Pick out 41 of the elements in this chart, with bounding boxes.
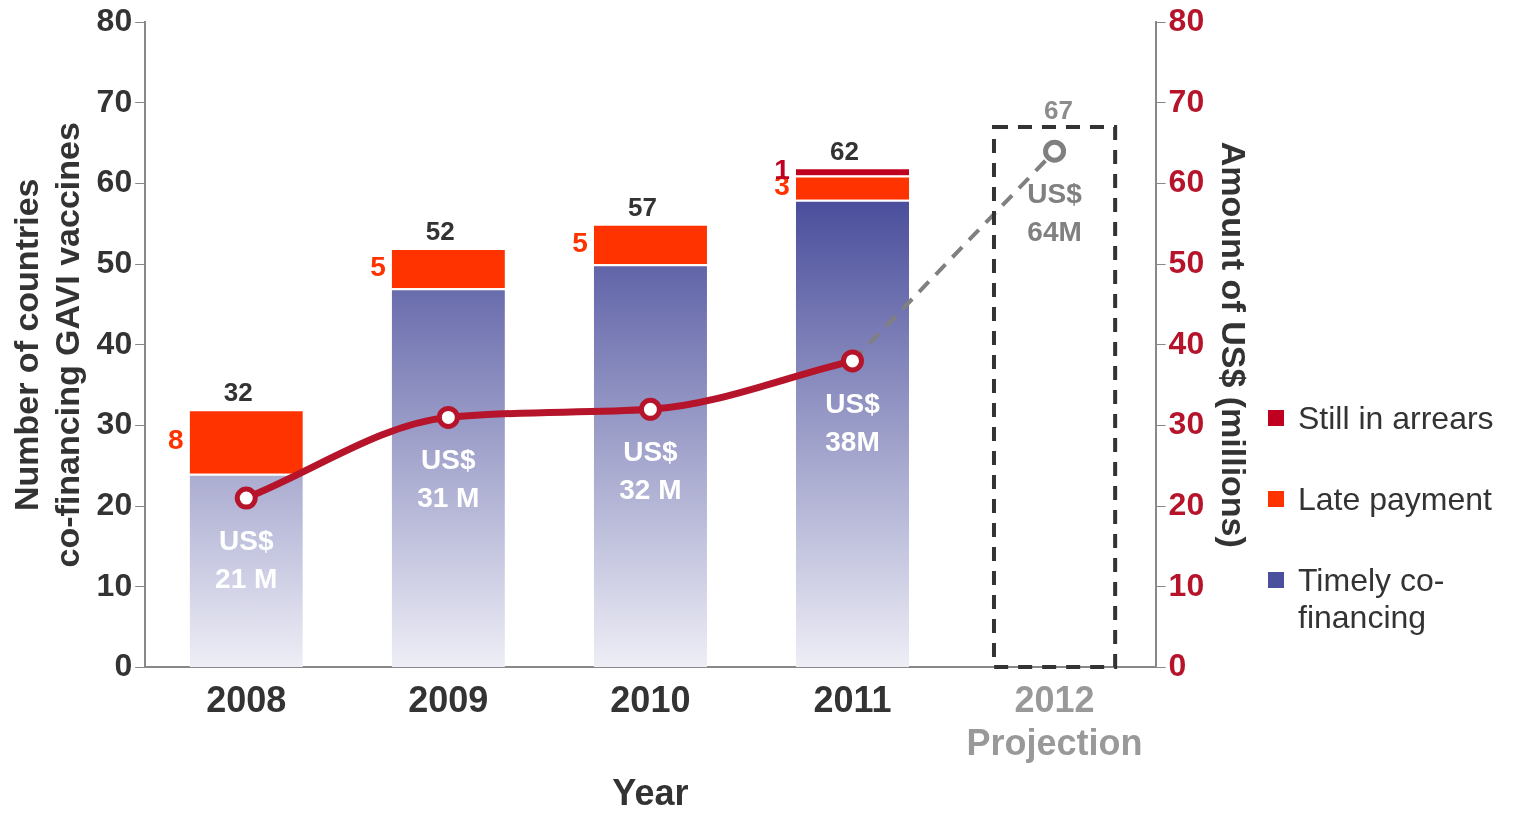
y-tick-label: 20 (96, 485, 133, 522)
x-tick-label: 2012 Projection (966, 678, 1143, 764)
total-label: 57 (627, 192, 657, 222)
data-label: 5 (370, 250, 386, 282)
y2-tick-label: 80 (1168, 2, 1205, 39)
total-label: 32 (223, 377, 253, 408)
y-tick-label: 10 (96, 566, 133, 603)
total-label: 62 (830, 135, 859, 166)
legend-label: Still in arrears (1298, 400, 1494, 437)
y-tick-label: 60 (96, 163, 133, 200)
data-label: US$ 38M (825, 387, 881, 457)
y-axis-title: Number of countries co-financing GAVI vaccines (6, 122, 86, 568)
data-label: 5 (572, 226, 588, 258)
x-tick-label: 2010 (610, 678, 691, 720)
y2-tick-label: 10 (1168, 566, 1205, 603)
data-label: US$ 31 M (417, 444, 480, 514)
y-tick-label: 50 (96, 243, 133, 280)
y-tick-label: 70 (96, 82, 133, 119)
data-label: 8 (168, 424, 184, 456)
y-tick-label: 80 (96, 2, 133, 39)
x-tick-label: 2011 (813, 678, 892, 720)
y2-axis-title: Amount of US$ (millions) (1215, 141, 1254, 548)
y2-tick-label: 70 (1168, 82, 1205, 119)
y2-tick-label: 40 (1168, 324, 1205, 361)
total-label: 52 (425, 216, 455, 247)
y-tick-label: 40 (96, 324, 133, 361)
total-label: 67 (1044, 95, 1074, 126)
y2-tick-label: 20 (1168, 485, 1205, 522)
data-label: US$ 64M (1027, 177, 1083, 247)
x-tick-label: 2009 (408, 678, 489, 720)
y-tick-label: 30 (96, 405, 133, 442)
legend-label: Late payment (1298, 481, 1492, 518)
y2-tick-label: 30 (1168, 405, 1205, 442)
x-tick-label: 2008 (206, 678, 287, 720)
y-tick-label: 0 (114, 647, 133, 684)
y2-tick-label: 50 (1168, 243, 1205, 280)
y2-tick-label: 60 (1168, 163, 1205, 200)
data-label: US$ 32 M (619, 436, 682, 506)
x-axis-title: Year (612, 772, 689, 814)
legend-label: Timely co-financing (1298, 562, 1446, 636)
y2-tick-label: 0 (1168, 647, 1187, 684)
